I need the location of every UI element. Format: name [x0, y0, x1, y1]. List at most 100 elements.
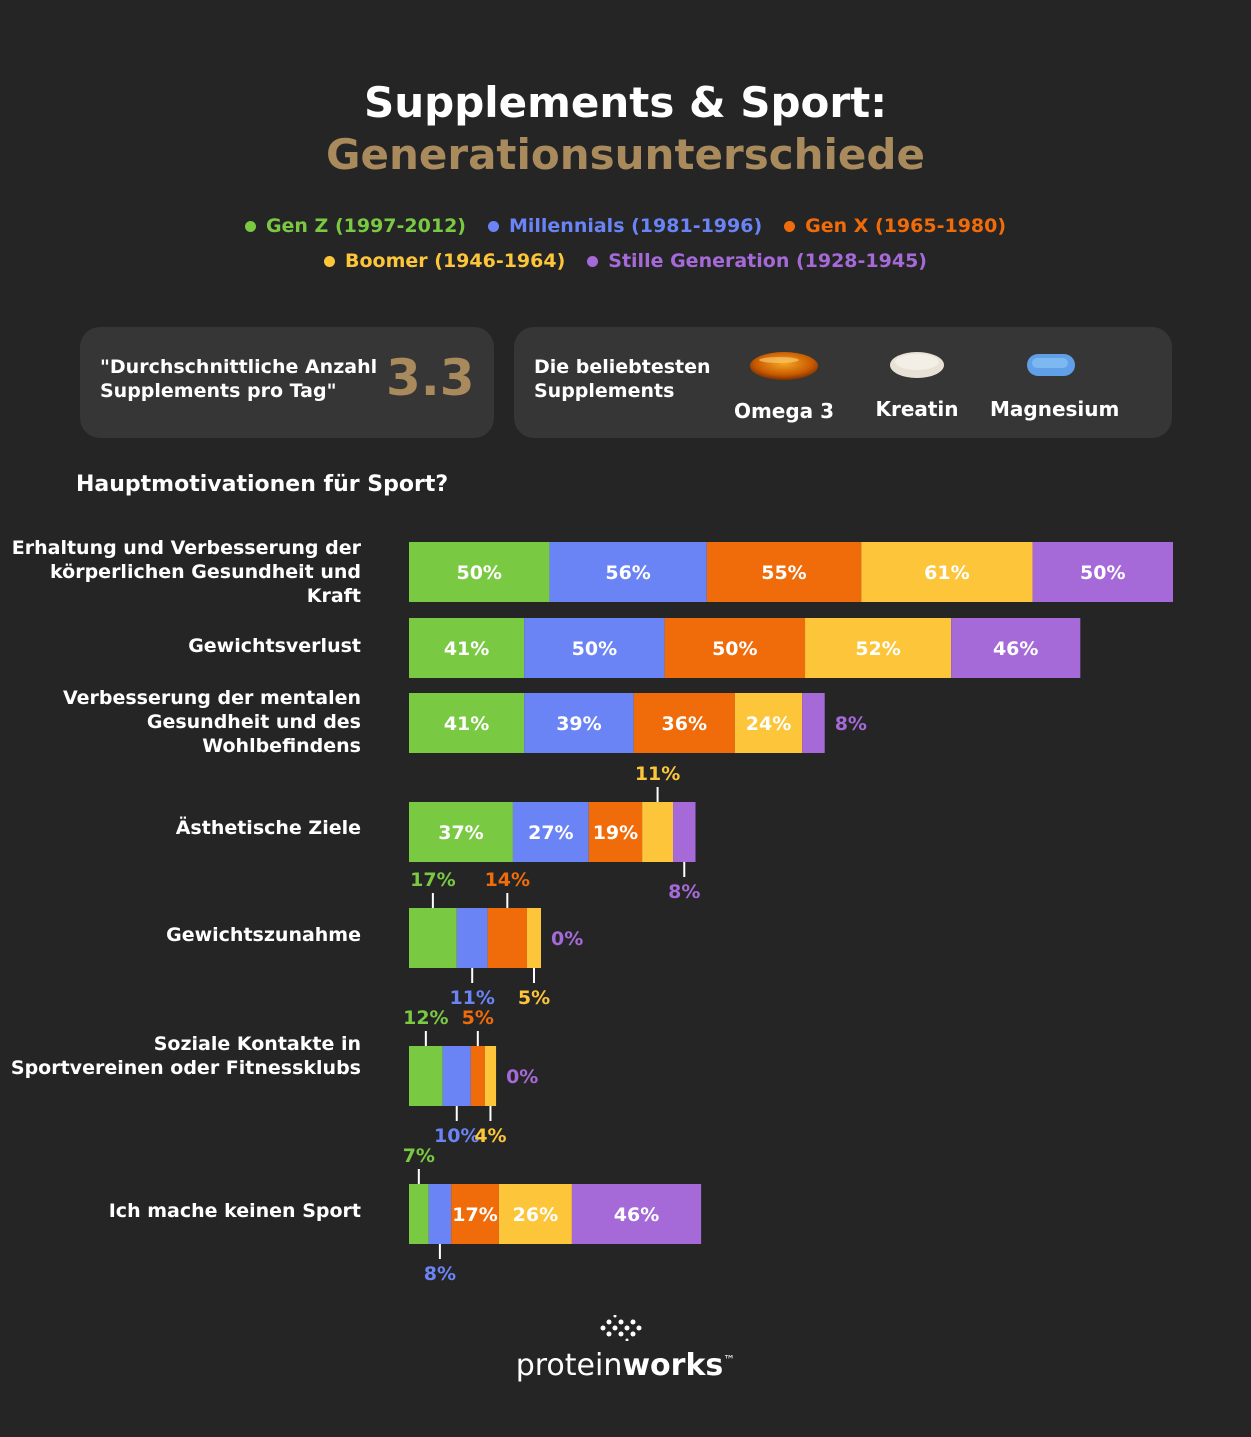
bar-value-label: 41%: [444, 713, 489, 735]
bar-value-label: 24%: [746, 713, 791, 735]
legend-dot-icon: [784, 220, 796, 232]
bar-value-label: 39%: [556, 713, 601, 735]
brand-light: protein: [515, 1348, 623, 1383]
bar-segment: [588, 802, 643, 862]
bar-segment: [861, 542, 1033, 602]
legend-label: Millennials (1981-1996): [508, 215, 763, 237]
bar-segment: [470, 1046, 485, 1106]
category-label: Ästhetische Ziele: [175, 817, 361, 839]
supplement-magnesium: Magnesium: [990, 350, 1120, 421]
bar-segment: [526, 908, 542, 968]
legend-item-genx: Gen X (1965-1980): [784, 215, 1006, 237]
bar-value-label: 17%: [452, 1204, 497, 1226]
bar-segment: [484, 1046, 497, 1106]
bar-segment: [409, 1184, 429, 1244]
bar-segment: [409, 693, 525, 753]
bar-value-label: 12%: [403, 1007, 448, 1029]
bar-segment: [1032, 542, 1173, 602]
magnesium-tablet-icon: [1027, 354, 1075, 376]
avg-supplements-label: "Durchschnittliche Anzahl Supplements pr…: [100, 356, 378, 402]
bar-value-label: 56%: [605, 562, 650, 584]
bar-value-label: 41%: [444, 638, 489, 660]
supplement-name: Omega 3: [733, 399, 835, 423]
bar-segment: [498, 1184, 572, 1244]
legend-item-stille: Stille Generation (1928-1945): [587, 250, 927, 272]
bar-value-label: 46%: [614, 1204, 659, 1226]
bar-segment: [633, 693, 735, 753]
legend-dot-icon: [587, 255, 599, 267]
legend-label: Stille Generation (1928-1945): [608, 250, 927, 272]
bar-segment: [802, 693, 825, 753]
bar-segment: [734, 693, 803, 753]
bar-segment: [409, 618, 525, 678]
bar-value-label: 5%: [518, 987, 550, 1009]
legend-dot-icon: [324, 255, 335, 267]
bar-segment: [451, 1184, 499, 1244]
avg-supplements-card: "Durchschnittliche Anzahl Supplements pr…: [80, 327, 494, 438]
chart-title: Hauptmotivationen für Sport?: [76, 472, 449, 497]
category-label: Erhaltung und Verbesserung der körperlic…: [11, 537, 361, 607]
bar-value-label: 0%: [551, 928, 583, 950]
bar-value-label: 50%: [712, 638, 757, 660]
category-label: Soziale Kontakte in Sportvereinen oder F…: [10, 1033, 361, 1079]
bar-value-label: 50%: [572, 638, 617, 660]
legend-label: Gen Z (1997-2012): [265, 215, 466, 237]
legend-row-1: Gen Z (1997-2012) Millennials (1981-1996…: [0, 215, 1251, 237]
category-label: Verbesserung der mentalen Gesundheit und…: [62, 687, 361, 757]
brand-bold: works: [622, 1348, 724, 1383]
brand-mark: ™: [723, 1353, 736, 1367]
bar-segment: [642, 802, 674, 862]
bar-segment: [951, 618, 1081, 678]
kreatin-tablet-icon: [890, 352, 944, 378]
brand-wordmark: proteinworks™: [0, 1348, 1251, 1383]
bar-segment: [664, 618, 806, 678]
bar-value-label: 4%: [474, 1125, 506, 1147]
supplement-name: Magnesium: [990, 397, 1120, 421]
bar-value-label: 50%: [456, 562, 501, 584]
supplement-name: Kreatin: [875, 397, 959, 421]
bar-segment: [409, 908, 457, 968]
legend-dot-icon: [244, 220, 256, 232]
bar-value-label: 7%: [403, 1145, 435, 1167]
bar-value-label: 11%: [635, 763, 680, 785]
legend-label: Gen X (1965-1980): [805, 215, 1007, 237]
legend-item-millennials: Millennials (1981-1996): [487, 215, 763, 237]
title-line-2: Generationsunterschiede: [326, 130, 925, 179]
bar-value-label: 50%: [1080, 562, 1125, 584]
title-line-1: Supplements & Sport:: [363, 78, 887, 127]
bar-segment: [706, 542, 862, 602]
bar-value-label: 61%: [924, 562, 969, 584]
legend-item-genz: Gen Z (1997-2012): [244, 215, 466, 237]
bar-value-label: 52%: [855, 638, 900, 660]
bar-value-label: 5%: [462, 1007, 494, 1029]
omega3-capsule-icon: [750, 352, 818, 380]
bar-value-label: 37%: [438, 822, 483, 844]
bar-segment: [549, 542, 707, 602]
bar-value-label: 10%: [434, 1125, 479, 1147]
bar-segment: [512, 802, 589, 862]
category-label: Gewichtsverlust: [188, 635, 361, 657]
legend-dot-icon: [487, 220, 499, 232]
popular-supplements-card: Die beliebtesten Supplements Omega 3 Kre…: [514, 327, 1172, 438]
category-label: Gewichtszunahme: [166, 924, 361, 946]
supplement-omega3: Omega 3: [732, 350, 836, 423]
supplement-kreatin: Kreatin: [870, 350, 964, 421]
bar-segment: [805, 618, 952, 678]
bar-value-label: 19%: [593, 822, 638, 844]
proteinworks-logo-icon: [600, 1315, 642, 1341]
bar-segment: [524, 618, 665, 678]
bar-value-label: 26%: [513, 1204, 558, 1226]
bar-segment: [409, 542, 550, 602]
popular-supplements-label: Die beliebtesten Supplements: [534, 356, 711, 402]
bar-segment: [428, 1184, 452, 1244]
legend-row-2: Boomer (1946-1964) Stille Generation (19…: [0, 250, 1251, 272]
category-label: Ich mache keinen Sport: [108, 1200, 361, 1222]
bar-value-label: 55%: [761, 562, 806, 584]
bar-segment: [409, 1046, 443, 1106]
bar-segment: [456, 908, 488, 968]
bar-segment: [442, 1046, 471, 1106]
bar-value-label: 0%: [506, 1066, 538, 1088]
bar-segment: [571, 1184, 702, 1244]
legend-label: Boomer (1946-1964): [345, 250, 566, 272]
